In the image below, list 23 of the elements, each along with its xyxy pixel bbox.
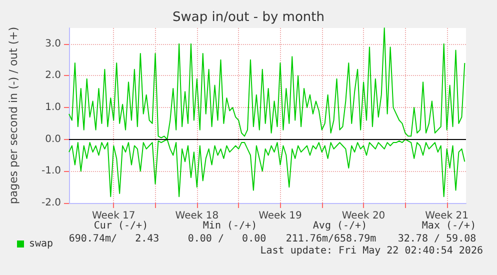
y-tick-label: 2.0 [45, 70, 61, 82]
y-axis-title: pages per second in (-) / out (+) [7, 26, 20, 204]
x-tick-label: Week 17 [92, 210, 136, 222]
x-tick-label: Week 19 [258, 210, 302, 222]
x-tick-label: Week 18 [175, 210, 219, 222]
legend-label: swap [29, 238, 54, 250]
y-tick-label: 1.0 [45, 102, 61, 114]
y-tick-label: 3.0 [45, 38, 61, 50]
y-tick-label: -2.0 [41, 198, 61, 208]
x-tick-label: Week 21 [425, 210, 468, 222]
text: 690.74m/ 2.43 [68, 234, 160, 244]
text: 0.00 / 0.00 [188, 234, 266, 244]
text: Max (-/+) [422, 220, 476, 232]
x-tick-label: Week 20 [342, 210, 386, 222]
y-tick-label: -1.0 [41, 166, 61, 177]
text: 32.78 / 59.08 [398, 234, 476, 244]
text: Last update: Fri May 22 02:40:54 2026 [260, 246, 483, 256]
text: Avg (-/+) [312, 220, 368, 232]
text: Min (-/+) [202, 220, 258, 232]
text: Cur (-/+) [94, 220, 148, 232]
y-tick-label: 0.0 [45, 134, 61, 145]
chart-title: Swap in/out - by month [172, 10, 324, 25]
text: 211.76m/658.79m [286, 234, 376, 244]
